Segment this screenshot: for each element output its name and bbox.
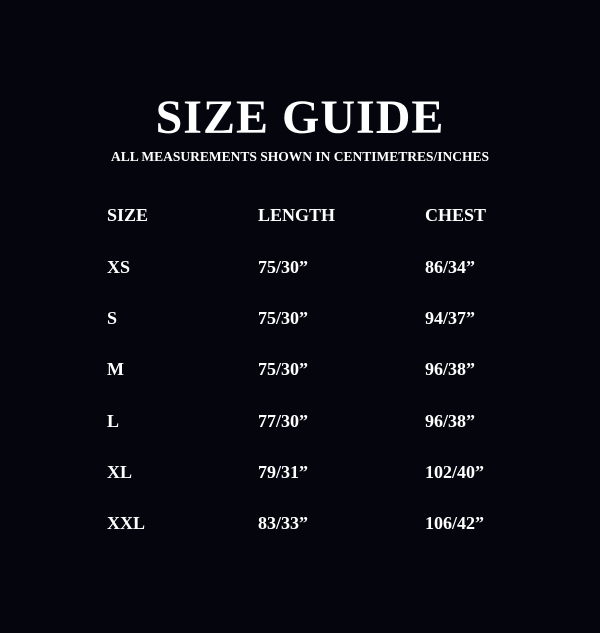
cell-chest: 102/40” bbox=[425, 461, 485, 482]
cell-size: L bbox=[107, 410, 120, 431]
page-title: SIZE GUIDE bbox=[155, 91, 445, 144]
cell-chest: 106/42” bbox=[425, 513, 485, 533]
cell-length: 83/33” bbox=[258, 513, 309, 533]
cell-size: M bbox=[107, 359, 124, 380]
cell-size: XL bbox=[107, 461, 133, 482]
cell-chest: 86/34” bbox=[425, 257, 476, 277]
cell-size: S bbox=[107, 308, 118, 329]
cell-size: XS bbox=[107, 257, 131, 277]
cell-length: 75/30” bbox=[258, 257, 309, 277]
subtitle: ALL MEASUREMENTS SHOWN IN CENTIMETRES/IN… bbox=[110, 149, 490, 164]
cell-length: 77/30” bbox=[258, 410, 309, 431]
cell-length: 75/30” bbox=[258, 359, 309, 380]
cell-chest: 96/38” bbox=[425, 359, 476, 380]
cell-chest: 94/37” bbox=[425, 308, 476, 329]
cell-chest: 96/38” bbox=[425, 410, 476, 431]
cell-size: XXL bbox=[107, 513, 146, 533]
header-chest: CHEST bbox=[425, 205, 487, 225]
cell-length: 79/31” bbox=[258, 461, 309, 482]
cell-length: 75/30” bbox=[258, 308, 309, 329]
header-size: SIZE bbox=[107, 205, 149, 225]
header-length: LENGTH bbox=[258, 205, 336, 225]
